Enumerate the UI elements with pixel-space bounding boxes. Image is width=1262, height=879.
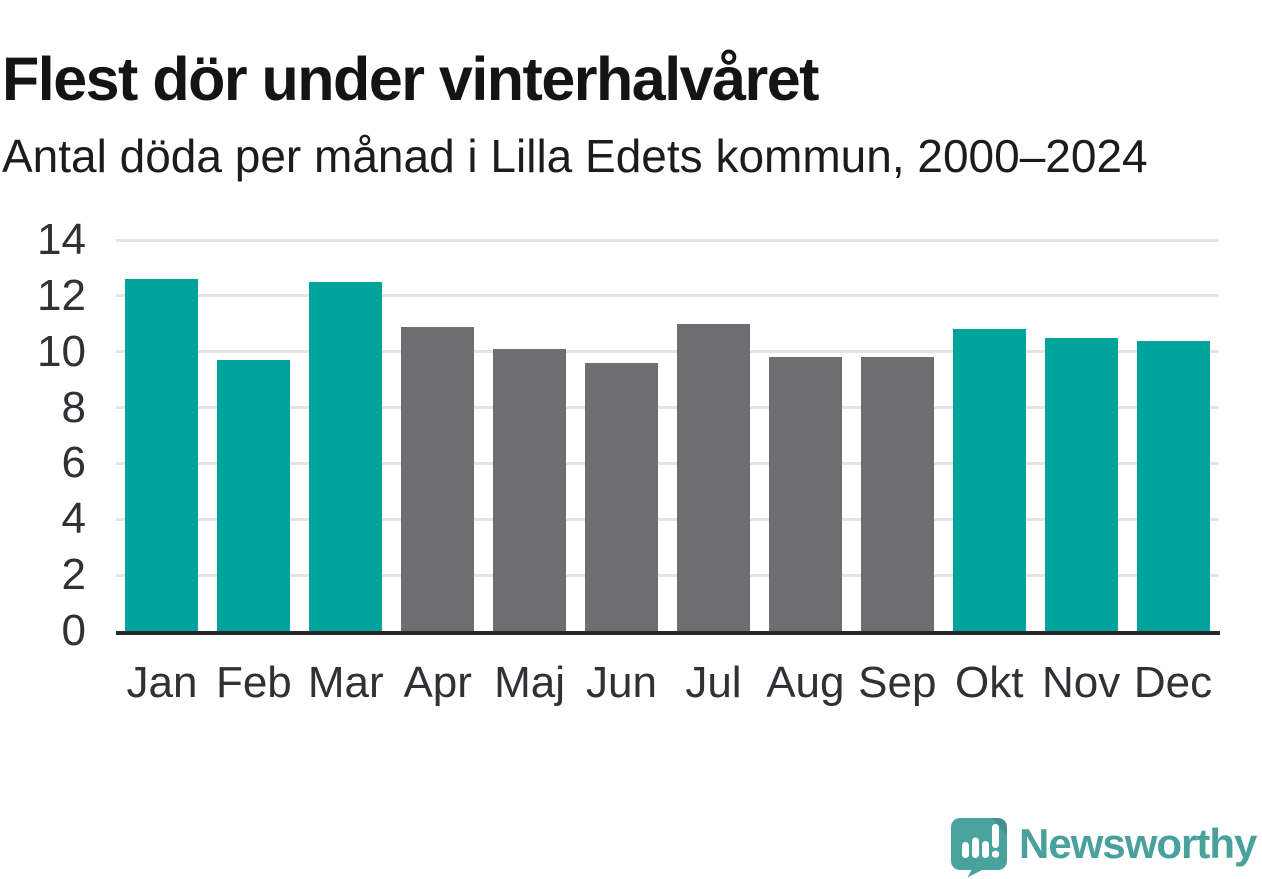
gridline-y10 (116, 350, 1219, 354)
y-axis-label-0: 0 (61, 606, 86, 655)
x-axis-label-feb: Feb (215, 658, 292, 707)
gridline-y6 (116, 461, 1219, 465)
bar-dec (1136, 340, 1210, 631)
gridline-y14 (116, 238, 1219, 242)
x-axis-label-nov: Nov (1041, 658, 1121, 707)
y-axis-label-14: 14 (37, 215, 86, 264)
x-axis-label-jan: Jan (126, 658, 198, 707)
x-axis-label-maj: Maj (494, 658, 566, 707)
chart-subtitle: Antal döda per månad i Lilla Edets kommu… (2, 130, 1148, 182)
plot-area (116, 238, 1219, 631)
x-axis-label-jun: Jun (586, 658, 657, 707)
x-axis-label-sep: Sep (858, 658, 937, 707)
y-axis-label-8: 8 (61, 382, 86, 432)
newsworthy-logo-link[interactable]: Newsworthy (946, 810, 1257, 878)
bar-jul (676, 323, 750, 631)
bar-jun (585, 362, 659, 631)
y-axis-label-6: 6 (61, 438, 86, 488)
x-axis-label-jul: Jul (685, 658, 742, 707)
x-axis-label-mar: Mar (307, 658, 384, 707)
x-axis-label-dec: Dec (1133, 658, 1213, 707)
gridline-y2 (116, 573, 1219, 577)
y-axis-label-10: 10 (37, 326, 86, 376)
bar-nov (1044, 337, 1118, 631)
y-axis-label-4: 4 (61, 494, 86, 544)
x-axis-line (116, 631, 1220, 635)
gridline-y12 (116, 294, 1219, 298)
x-axis-label-okt: Okt (954, 658, 1024, 707)
x-axis-label-aug: Aug (766, 658, 845, 707)
chart-title: Flest dör under vinterhalvåret (2, 44, 820, 113)
bar-okt (952, 329, 1026, 631)
x-axis-label-apr: Apr (403, 658, 472, 707)
bar-apr (401, 326, 475, 631)
bar-feb (217, 360, 291, 631)
bar-jan (125, 279, 199, 631)
bar-aug (768, 357, 842, 631)
gridline-y4 (116, 517, 1219, 521)
newsworthy-wordmark: Newsworthy (1019, 820, 1257, 867)
gridline-y8 (116, 406, 1219, 410)
bar-maj (493, 348, 567, 631)
bar-mar (309, 281, 383, 631)
y-axis-label-2: 2 (61, 550, 86, 600)
y-axis-label-12: 12 (37, 270, 86, 320)
newsworthy-logo-icon (951, 818, 1007, 878)
bar-sep (860, 357, 934, 631)
